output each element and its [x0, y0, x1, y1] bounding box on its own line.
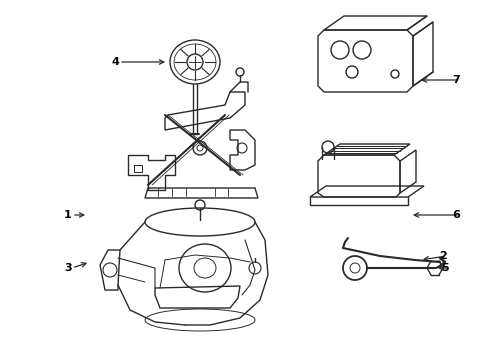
Text: 6: 6	[452, 210, 460, 220]
Text: 2: 2	[439, 251, 447, 261]
Text: 4: 4	[111, 57, 119, 67]
Text: 7: 7	[452, 75, 460, 85]
Text: 1: 1	[64, 210, 72, 220]
Text: 5: 5	[441, 263, 449, 273]
Text: 3: 3	[64, 263, 72, 273]
